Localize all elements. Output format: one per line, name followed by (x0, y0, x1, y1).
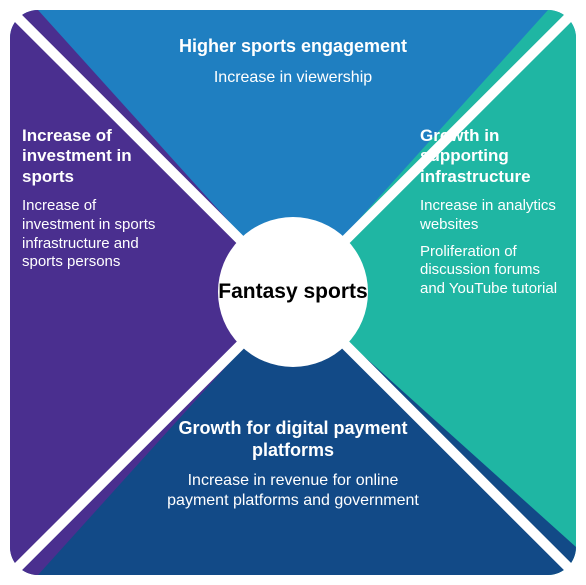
petal-left-title: Increase of investment in sports (22, 126, 172, 187)
petal-left-body: Increase of investment in sports infrast… (22, 197, 172, 272)
petal-right-title: Growth in supporting infrastructure (420, 126, 568, 187)
fantasy-sports-diagram: Higher sports engagement Increase in vie… (0, 0, 586, 585)
petal-right-text: Growth in supporting infrastructure Incr… (420, 126, 568, 307)
petal-bottom-text: Growth for digital payment platforms Inc… (158, 418, 428, 519)
petal-top-text: Higher sports engagement Increase in vie… (175, 36, 411, 96)
petal-top-body: Increase in viewership (175, 68, 411, 88)
petal-top-title: Higher sports engagement (175, 36, 411, 58)
petal-right-body1: Increase in analytics websites (420, 197, 568, 235)
center-circle: Fantasy sports (218, 217, 368, 367)
petal-bottom-body: Increase in revenue for online payment p… (158, 471, 428, 511)
center-label: Fantasy sports (218, 280, 367, 304)
petal-bottom-title: Growth for digital payment platforms (158, 418, 428, 461)
petal-left-text: Increase of investment in sports Increas… (22, 126, 172, 280)
petal-right-body2: Proliferation of discussion forums and Y… (420, 243, 568, 299)
